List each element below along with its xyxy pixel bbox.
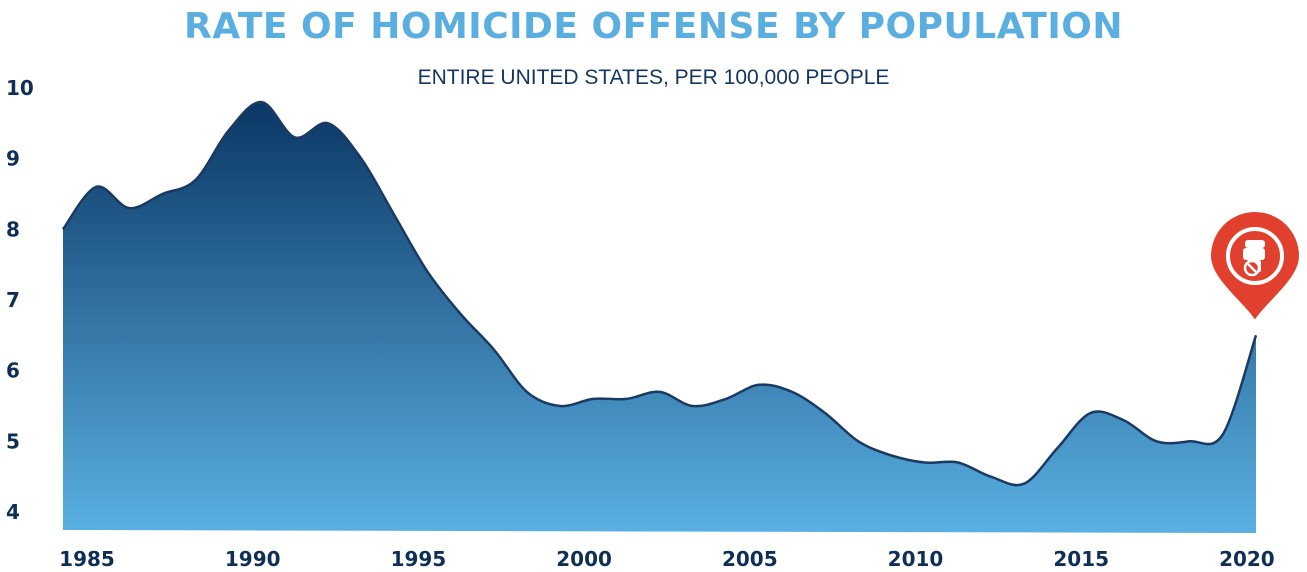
marker-pin [1211, 212, 1299, 320]
chart-subtitle: ENTIRE UNITED STATES, PER 100,000 PEOPLE [417, 66, 890, 89]
y-tick-label: 8 [6, 217, 20, 241]
raised-fist-icon [1243, 240, 1265, 277]
x-tick-label: 2010 [888, 547, 944, 571]
x-tick-label: 2000 [556, 547, 612, 571]
pin-ring [1226, 227, 1284, 285]
x-tick-label: 2005 [722, 547, 778, 571]
area-fill [63, 102, 1256, 533]
y-tick-label: 7 [6, 288, 20, 312]
x-tick-label: 1985 [59, 547, 115, 571]
x-tick-label: 1990 [225, 547, 281, 571]
y-tick-label: 5 [6, 429, 20, 453]
series-line [61, 100, 1258, 487]
x-tick-label: 2015 [1053, 547, 1109, 571]
x-tick-label: 2020 [1219, 547, 1275, 571]
y-tick-label: 4 [6, 500, 20, 524]
y-tick-label: 6 [6, 359, 20, 383]
chart-title: RATE OF HOMICIDE OFFENSE BY POPULATION [184, 6, 1123, 47]
y-tick-label: 10 [6, 76, 34, 100]
y-tick-label: 9 [6, 147, 20, 171]
x-tick-label: 1995 [391, 547, 447, 571]
